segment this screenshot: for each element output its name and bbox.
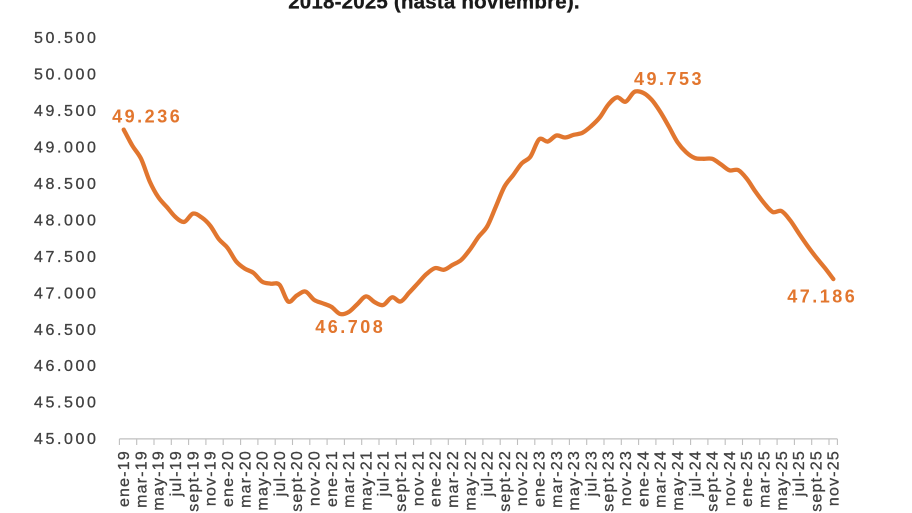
svg-text:46.500: 46.500 <box>34 322 99 339</box>
svg-text:45.000: 45.000 <box>34 431 99 448</box>
svg-text:46.000: 46.000 <box>34 358 99 375</box>
svg-text:nov-21: nov-21 <box>410 450 427 506</box>
svg-text:jul-25: jul-25 <box>791 450 808 497</box>
svg-text:nov-24: nov-24 <box>722 450 739 506</box>
svg-text:49.753: 49.753 <box>634 69 704 89</box>
svg-text:49.000: 49.000 <box>34 140 99 157</box>
svg-text:mar-19: mar-19 <box>133 450 150 508</box>
svg-text:jul-19: jul-19 <box>168 450 185 497</box>
svg-text:jul-21: jul-21 <box>376 450 393 497</box>
svg-text:47.000: 47.000 <box>34 285 99 302</box>
svg-text:sept-21: sept-21 <box>393 450 410 512</box>
svg-text:may-20: may-20 <box>255 450 272 511</box>
svg-text:ene-25: ene-25 <box>739 450 756 507</box>
svg-text:49.236: 49.236 <box>112 107 182 127</box>
svg-text:mar-22: mar-22 <box>445 450 462 508</box>
svg-text:ene-24: ene-24 <box>635 450 652 507</box>
svg-text:may-25: may-25 <box>774 450 791 511</box>
svg-text:mar-23: mar-23 <box>549 450 566 508</box>
svg-text:jul-23: jul-23 <box>583 450 600 497</box>
svg-text:nov-22: nov-22 <box>514 450 531 506</box>
svg-text:may-19: may-19 <box>151 450 168 511</box>
svg-text:mar-21: mar-21 <box>341 450 358 508</box>
svg-text:may-22: may-22 <box>462 450 479 511</box>
svg-text:sept-23: sept-23 <box>601 450 618 512</box>
svg-text:mar-24: mar-24 <box>653 450 670 508</box>
svg-text:may-21: may-21 <box>358 450 375 511</box>
svg-text:nov-23: nov-23 <box>618 450 635 506</box>
svg-text:48.000: 48.000 <box>34 212 99 229</box>
svg-text:sept-24: sept-24 <box>705 450 722 512</box>
svg-text:48.500: 48.500 <box>34 176 99 193</box>
svg-text:jul-22: jul-22 <box>480 450 497 497</box>
svg-text:nov-20: nov-20 <box>307 450 324 506</box>
svg-text:47.186: 47.186 <box>787 286 857 306</box>
svg-text:sept-20: sept-20 <box>289 450 306 512</box>
svg-text:nov-25: nov-25 <box>826 450 843 506</box>
svg-text:mar-20: mar-20 <box>237 450 254 508</box>
svg-text:ene-20: ene-20 <box>220 450 237 507</box>
svg-text:50.500: 50.500 <box>34 30 99 47</box>
svg-text:50.000: 50.000 <box>34 67 99 84</box>
svg-text:mar-25: mar-25 <box>757 450 774 508</box>
svg-text:sept-25: sept-25 <box>808 450 825 512</box>
svg-text:ene-23: ene-23 <box>532 450 549 507</box>
svg-text:sept-22: sept-22 <box>497 450 514 512</box>
svg-text:2018-2025 (hasta noviembre).: 2018-2025 (hasta noviembre). <box>288 0 580 14</box>
svg-text:49.500: 49.500 <box>34 103 99 120</box>
svg-text:ene-22: ene-22 <box>428 450 445 507</box>
svg-text:45.500: 45.500 <box>34 395 99 412</box>
svg-text:nov-19: nov-19 <box>203 450 220 506</box>
svg-text:ene-21: ene-21 <box>324 450 341 507</box>
svg-text:sept-19: sept-19 <box>185 450 202 512</box>
svg-text:may-24: may-24 <box>670 450 687 511</box>
svg-text:47.500: 47.500 <box>34 249 99 266</box>
svg-text:46.708: 46.708 <box>315 317 385 337</box>
svg-text:ene-19: ene-19 <box>116 450 133 507</box>
svg-text:jul-20: jul-20 <box>272 450 289 497</box>
svg-text:may-23: may-23 <box>566 450 583 511</box>
svg-text:jul-24: jul-24 <box>687 450 704 497</box>
